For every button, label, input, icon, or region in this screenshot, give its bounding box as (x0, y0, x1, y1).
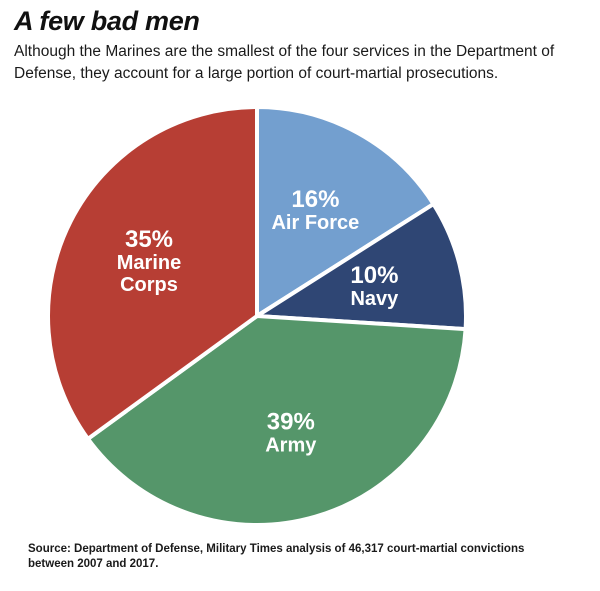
slice-label-army: Army (265, 434, 317, 456)
slice-percent-air-force: 16% (291, 186, 339, 213)
pie-slices (46, 105, 468, 527)
slice-percent-army: 39% (267, 408, 315, 435)
slice-percent-navy: 10% (350, 262, 398, 289)
pie-slice-navy (255, 202, 468, 332)
slice-label-air-force: Air Force (271, 212, 359, 234)
pie-slice-air-force (255, 105, 436, 318)
chart-subtitle: Although the Marines are the smallest of… (14, 43, 555, 82)
slice-percent-marine-corps: 35% (125, 226, 173, 253)
pie-slice-marine-corps (46, 105, 259, 441)
slice-label-marine-corps-line-2: Corps (120, 274, 178, 296)
pie-slice-army (85, 314, 468, 527)
chart-title: A few bad men (14, 6, 200, 36)
source-note: Source: Department of Defense, Military … (28, 543, 525, 570)
slice-label-navy: Navy (350, 288, 399, 310)
slice-label-marine-corps-line-1: Marine (117, 252, 181, 274)
